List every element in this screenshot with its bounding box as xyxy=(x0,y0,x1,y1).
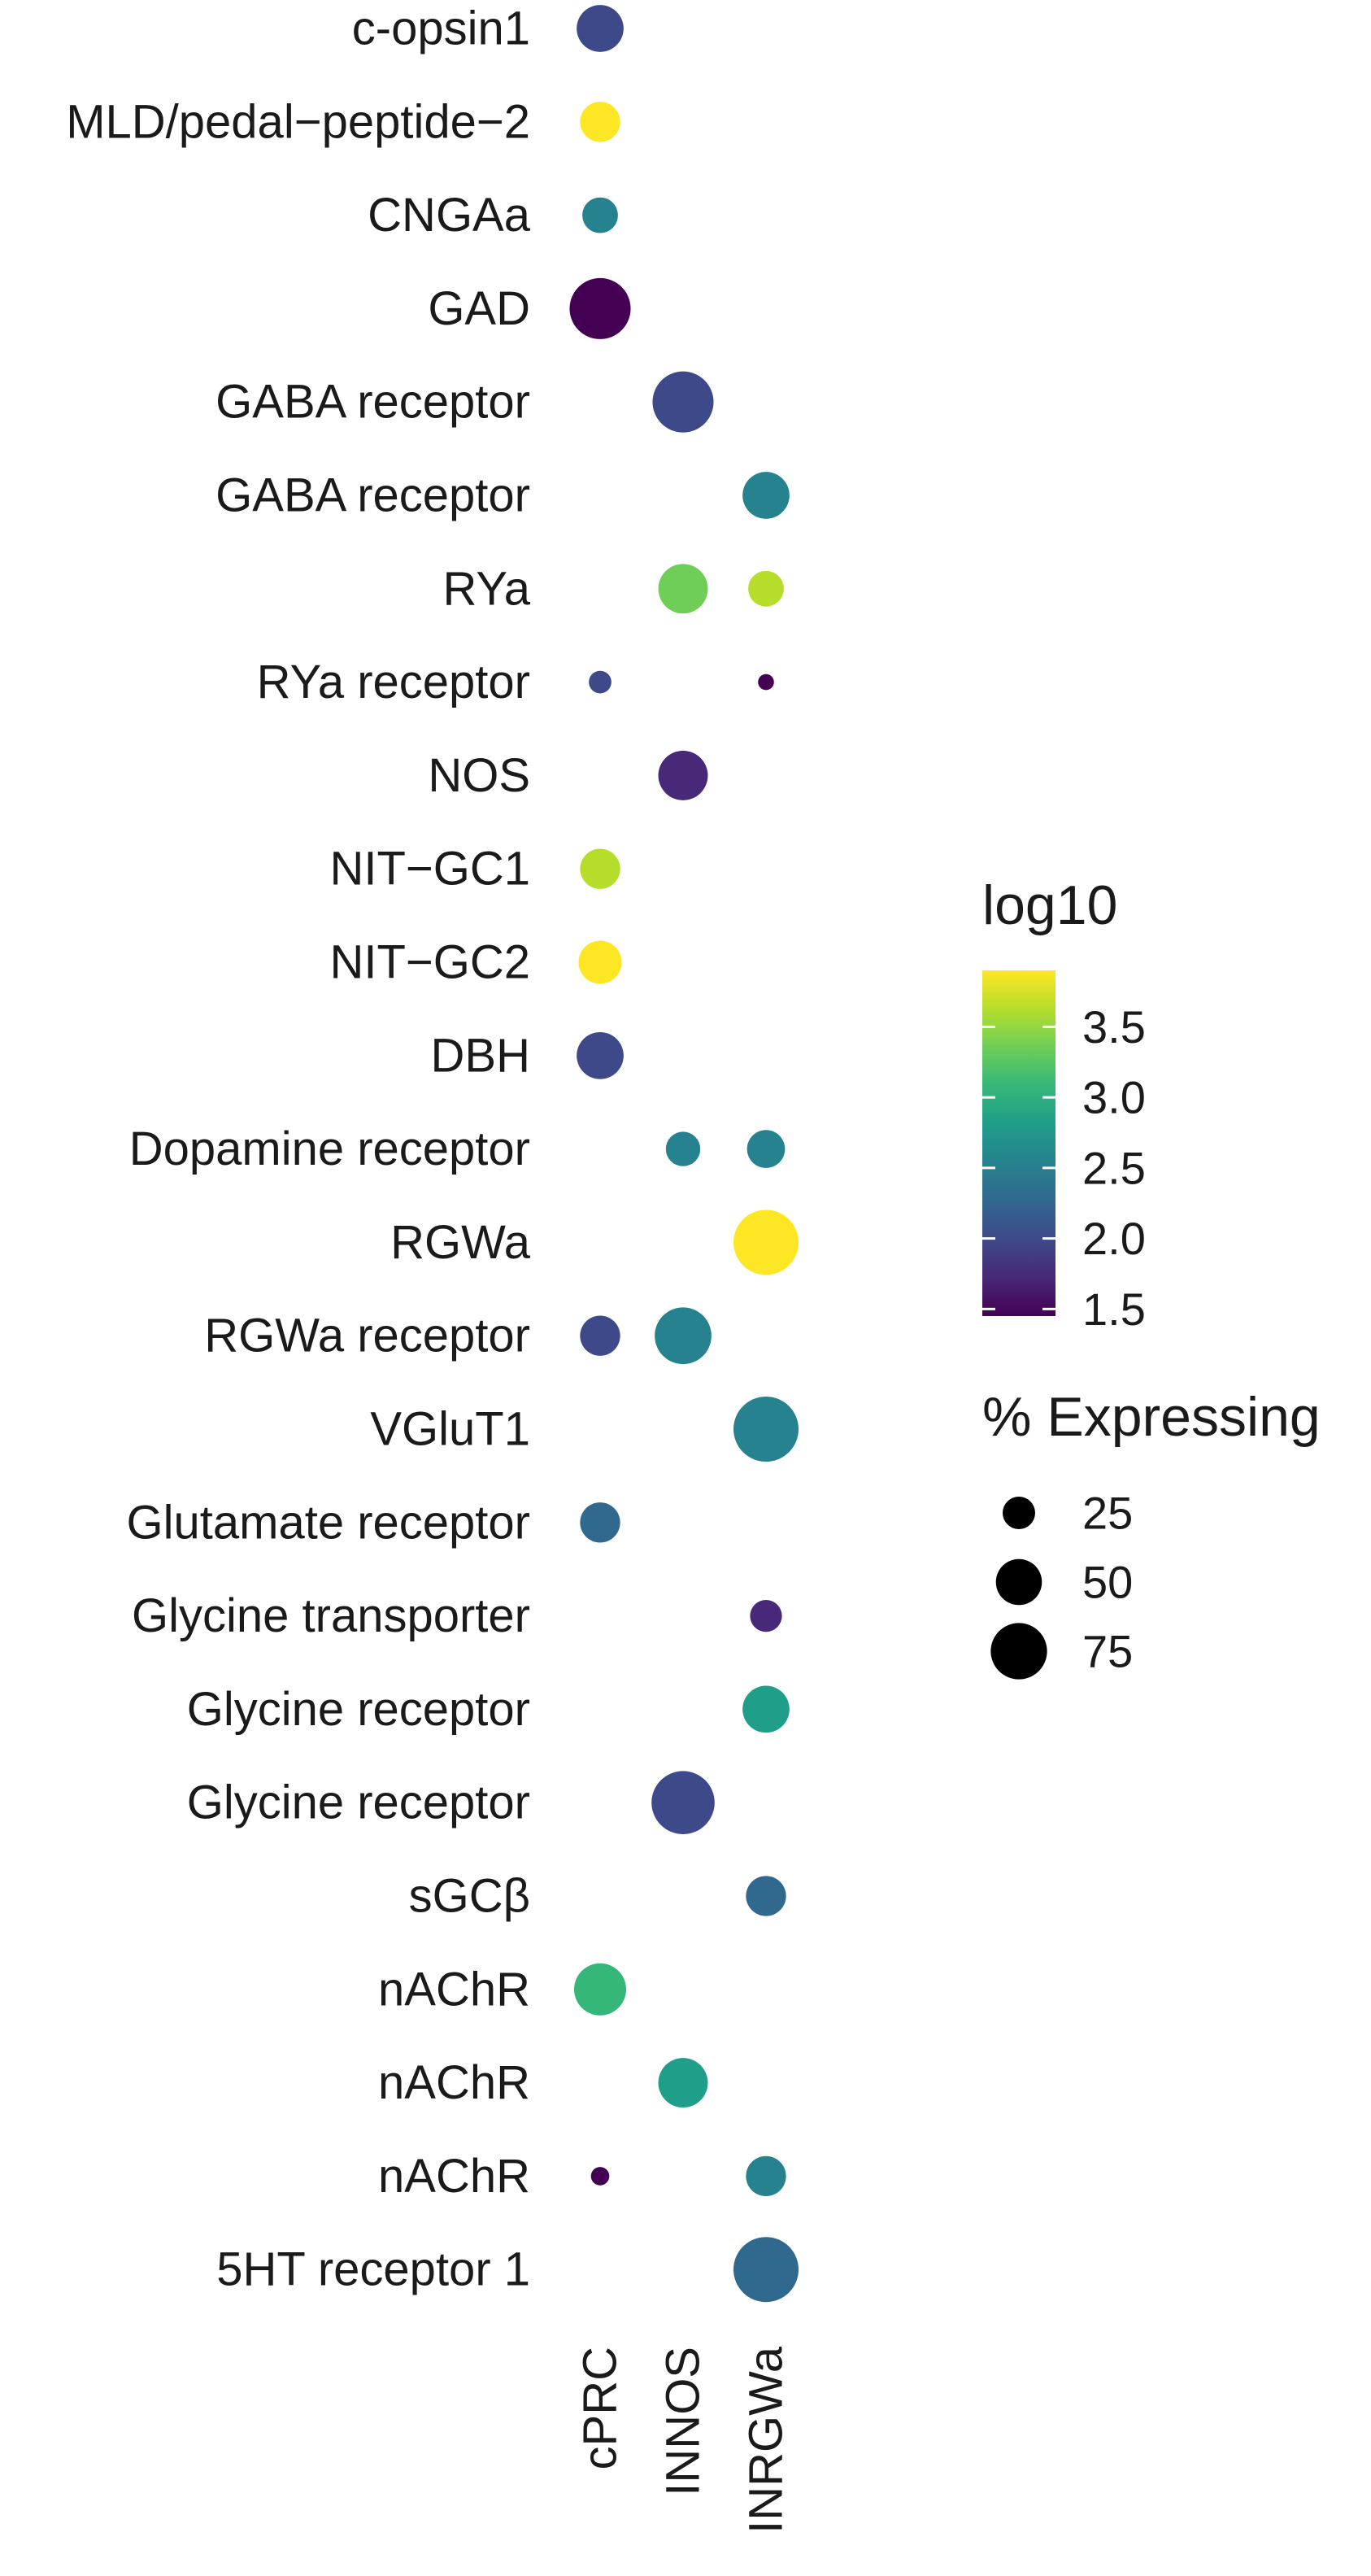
size-legend-label: 75 xyxy=(1082,1626,1133,1677)
x-tick-label: INNOS xyxy=(657,2347,710,2496)
y-tick-label: NIT−GC1 xyxy=(329,843,530,896)
size-legend-key xyxy=(1003,1497,1035,1529)
color-legend-tick-label: 1.5 xyxy=(1082,1284,1146,1335)
data-point xyxy=(665,1131,701,1166)
y-tick-label: DBH xyxy=(431,1029,530,1082)
data-point xyxy=(733,1397,799,1462)
color-legend-tick-label: 2.5 xyxy=(1082,1142,1146,1193)
y-tick-label: GABA receptor xyxy=(215,469,530,522)
y-tick-label: Glutamate receptor xyxy=(127,1496,530,1549)
color-legend-tick-label: 2.0 xyxy=(1082,1213,1146,1264)
y-tick-label: Glycine receptor xyxy=(187,1776,530,1829)
data-point xyxy=(733,1210,799,1275)
data-point xyxy=(658,2058,708,2108)
size-legend: % Expressing 25 50 75 xyxy=(982,1386,1321,1680)
data-point xyxy=(580,102,620,142)
data-point xyxy=(574,1963,626,2016)
data-point xyxy=(580,848,620,889)
y-tick-label: nAChR xyxy=(378,2056,530,2109)
y-tick-label: CNGAa xyxy=(368,189,531,242)
data-point xyxy=(589,670,612,694)
y-tick-label: RGWa receptor xyxy=(204,1310,530,1362)
y-axis-tick-labels: c-opsin1 MLD/pedal−peptide−2 CNGAa GAD GABA … xyxy=(66,2,531,2296)
y-tick-label: Dopamine receptor xyxy=(129,1122,530,1175)
data-point xyxy=(580,1502,620,1543)
data-point xyxy=(746,2155,786,2197)
y-tick-label: NOS xyxy=(428,749,530,802)
y-tick-label: NIT−GC2 xyxy=(329,936,530,989)
color-legend: log10 1.5 2.0 2.5 3.0 3.5 xyxy=(982,874,1146,1335)
data-point xyxy=(652,371,714,433)
x-tick-label: INRGWa xyxy=(740,2346,793,2534)
data-point xyxy=(658,564,708,614)
data-point xyxy=(746,1130,786,1168)
x-tick-label: cPRC xyxy=(574,2347,627,2469)
data-point xyxy=(590,2167,610,2186)
data-point xyxy=(577,5,624,52)
data-point xyxy=(651,1771,715,1834)
data-point xyxy=(742,1685,790,1733)
plot-points xyxy=(569,5,799,2303)
data-point xyxy=(742,472,790,519)
data-point xyxy=(746,1876,786,1916)
color-legend-bar xyxy=(982,970,1055,1316)
y-tick-label: 5HT receptor 1 xyxy=(216,2243,530,2296)
size-legend-key xyxy=(995,1558,1042,1606)
size-legend-label: 25 xyxy=(1082,1488,1133,1539)
y-tick-label: GAD xyxy=(428,282,530,335)
data-point xyxy=(580,1315,620,1356)
color-legend-title: log10 xyxy=(982,874,1117,936)
y-tick-label: RYa xyxy=(443,562,531,615)
y-tick-label: RGWa xyxy=(390,1216,531,1269)
data-point xyxy=(577,1031,624,1079)
data-point xyxy=(733,2237,799,2303)
y-tick-label: RYa receptor xyxy=(257,656,530,708)
y-tick-label: Glycine transporter xyxy=(132,1589,530,1642)
y-tick-label: VGluT1 xyxy=(370,1403,530,1456)
y-tick-label: nAChR xyxy=(378,2150,530,2203)
data-point xyxy=(750,1600,782,1632)
size-legend-key xyxy=(990,1623,1047,1680)
y-tick-label: MLD/pedal−peptide−2 xyxy=(66,95,530,148)
color-legend-tick-label: 3.0 xyxy=(1082,1072,1146,1123)
data-point xyxy=(748,570,784,607)
color-legend-tick-label: 3.5 xyxy=(1082,1001,1146,1053)
y-tick-label: Glycine receptor xyxy=(187,1683,530,1736)
data-point xyxy=(655,1307,712,1365)
data-point xyxy=(569,277,631,339)
y-tick-label: sGCβ xyxy=(409,1870,530,1923)
size-legend-label: 50 xyxy=(1082,1557,1133,1608)
data-point xyxy=(658,750,708,800)
y-tick-label: nAChR xyxy=(378,1963,530,2016)
x-axis-tick-labels: cPRC INNOS INRGWa xyxy=(574,2346,793,2534)
y-tick-label: c-opsin1 xyxy=(352,2,530,55)
data-point xyxy=(578,940,622,984)
y-tick-label: GABA receptor xyxy=(215,376,530,429)
size-legend-title: % Expressing xyxy=(982,1386,1321,1448)
data-point xyxy=(582,197,618,233)
data-point xyxy=(758,673,774,691)
